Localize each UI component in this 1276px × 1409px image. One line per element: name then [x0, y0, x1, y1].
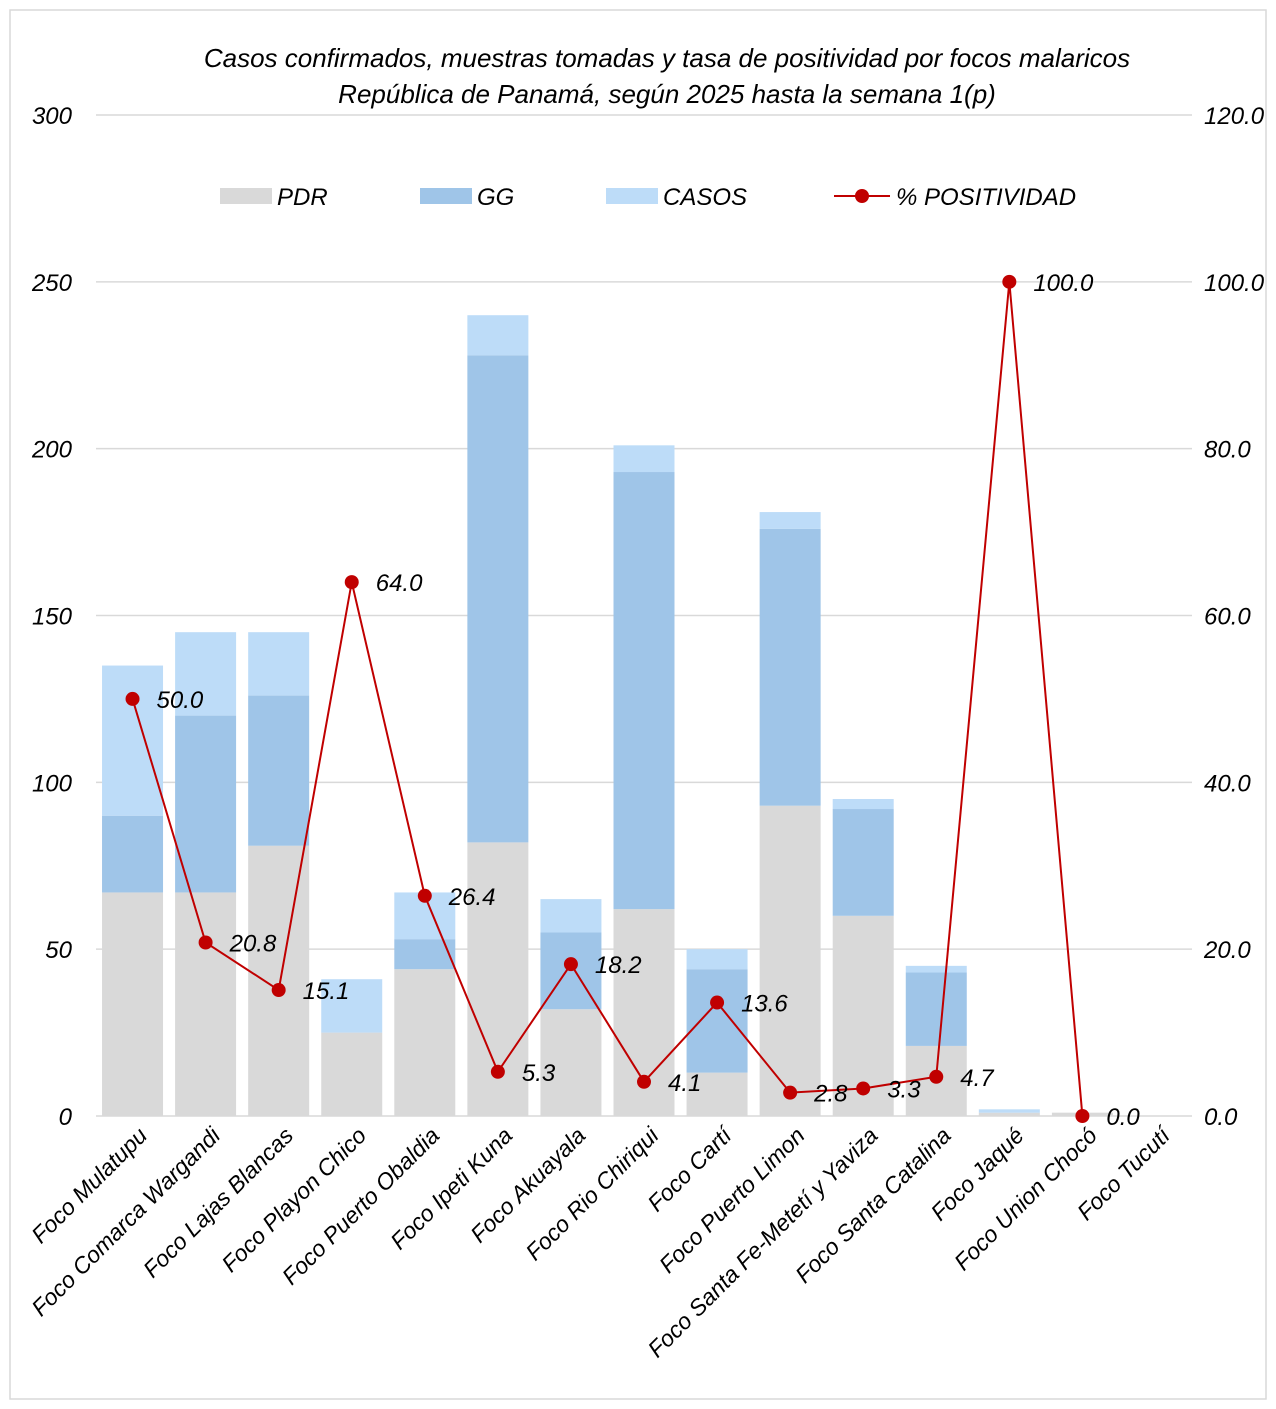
y-right-tick-label: 60.0 — [1204, 604, 1251, 631]
legend-label: CASOS — [663, 184, 747, 211]
bar-pdr — [394, 969, 456, 1116]
bar-pdr — [102, 892, 164, 1116]
positivity-point — [1002, 274, 1017, 289]
y-right-tick-label: 120.0 — [1204, 103, 1265, 130]
y-left-tick-label: 0 — [59, 1104, 73, 1131]
positivity-data-label: 18.2 — [595, 952, 642, 979]
bar-gg — [175, 715, 237, 893]
bar-casos — [248, 632, 310, 696]
positivity-point — [344, 575, 359, 590]
bar-gg — [686, 969, 748, 1073]
bar-pdr — [978, 1112, 1040, 1116]
positivity-point — [490, 1064, 505, 1079]
bar-series — [102, 315, 1113, 1116]
legend-label: GG — [477, 184, 514, 211]
positivity-point — [929, 1069, 944, 1084]
positivity-data-label: 0.0 — [1106, 1104, 1140, 1131]
positivity-point — [417, 888, 432, 903]
bar-casos — [905, 965, 967, 973]
bar-casos — [102, 665, 164, 816]
positivity-data-label: 5.3 — [522, 1060, 556, 1087]
legend-swatch — [606, 188, 658, 204]
bar-pdr — [321, 1032, 383, 1116]
positivity-point — [1075, 1109, 1090, 1123]
bar-pdr — [686, 1072, 748, 1116]
positivity-point — [637, 1074, 651, 1089]
bar-gg — [832, 809, 894, 916]
positivity-point — [856, 1081, 871, 1096]
legend-marker — [855, 189, 869, 203]
bar-gg — [394, 939, 456, 970]
y-left-tick-label: 250 — [31, 270, 73, 297]
positivity-data-label: 4.7 — [960, 1065, 995, 1092]
bar-casos — [467, 315, 529, 356]
positivity-point — [271, 983, 286, 998]
legend-label: PDR — [277, 184, 328, 211]
bar-pdr — [759, 805, 821, 1116]
positivity-data-label: 50.0 — [157, 687, 204, 714]
bar-casos — [175, 632, 237, 716]
bar-gg — [905, 972, 967, 1046]
y-left-tick-label: 100 — [32, 770, 73, 797]
bar-casos — [978, 1109, 1040, 1113]
legend: PDR GG CASOS % POSITIVIDAD — [220, 184, 1076, 211]
positivity-point — [563, 957, 578, 972]
bar-casos — [613, 445, 675, 473]
bar-gg — [102, 815, 164, 893]
chart-subtitle: República de Panamá, según 2025 hasta la… — [338, 79, 996, 109]
bar-pdr — [175, 892, 237, 1116]
y-left-tick-label: 50 — [45, 937, 72, 964]
y-right-tick-label: 0.0 — [1204, 1104, 1238, 1131]
bar-casos — [540, 899, 602, 933]
bar-gg — [248, 695, 310, 846]
positivity-data-label: 3.3 — [887, 1076, 921, 1103]
y-left-tick-label: 300 — [32, 103, 73, 130]
y-right-tick-label: 20.0 — [1203, 937, 1251, 964]
legend-swatch — [220, 188, 272, 204]
bar-casos — [832, 799, 894, 810]
positivity-data-label: 4.1 — [668, 1070, 701, 1097]
bar-casos — [686, 949, 748, 970]
bar-casos — [759, 512, 821, 529]
legend-swatch — [420, 188, 472, 204]
bar-gg — [467, 355, 529, 843]
y-right-tick-label: 100.0 — [1204, 270, 1265, 297]
positivity-data-label: 26.4 — [448, 884, 496, 911]
positivity-data-label: 20.8 — [229, 930, 277, 957]
positivity-point — [125, 691, 140, 706]
positivity-data-label: 2.8 — [813, 1081, 848, 1108]
line-series: 50.0 20.8 15.1 64.0 26.4 5.3 18.2 4.1 13.6 2.8 3.3… — [125, 270, 1140, 1131]
positivity-data-label: 100.0 — [1033, 270, 1094, 297]
y-right-tick-label: 80.0 — [1204, 437, 1251, 464]
positivity-point — [198, 935, 213, 950]
chart-title: Casos confirmados, muestras tomadas y ta… — [204, 43, 1130, 73]
positivity-data-label: 13.6 — [741, 991, 788, 1018]
bar-gg — [759, 528, 821, 806]
bar-gg — [613, 472, 675, 910]
y-right-tick-label: 40.0 — [1204, 770, 1251, 797]
y-left-tick-label: 200 — [31, 437, 73, 464]
y-left-tick-label: 150 — [32, 604, 73, 631]
positivity-data-label: 64.0 — [376, 570, 423, 597]
positivity-point — [710, 995, 725, 1010]
bar-pdr — [540, 1009, 602, 1116]
positivity-data-label: 15.1 — [303, 978, 350, 1005]
bar-casos — [321, 979, 383, 1033]
positivity-point — [783, 1085, 798, 1100]
positivity-line — [131, 281, 1084, 1117]
bar-pdr — [248, 845, 310, 1116]
legend-label: % POSITIVIDAD — [896, 184, 1076, 211]
